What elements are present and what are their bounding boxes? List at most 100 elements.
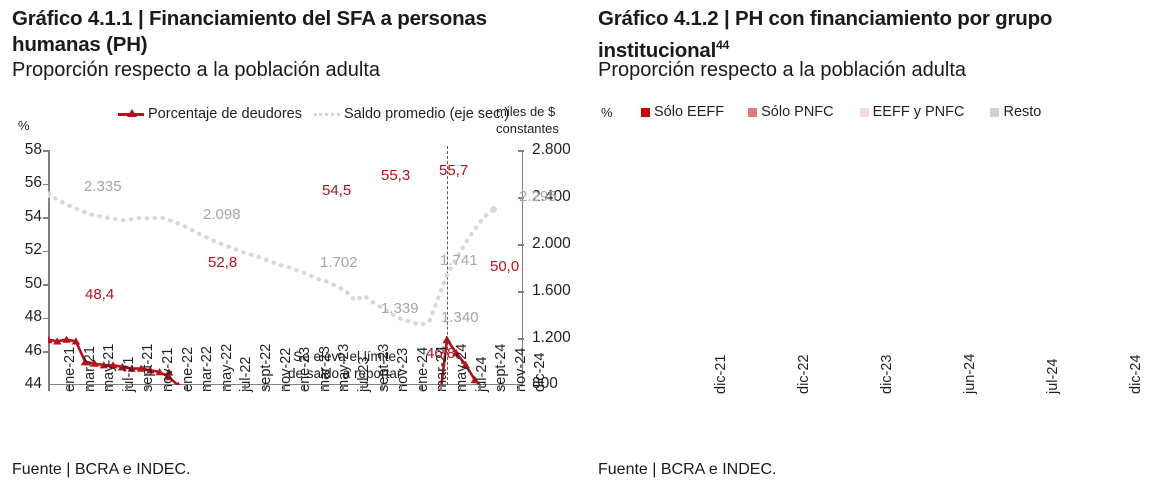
legend-label: EEFF y PNFC xyxy=(872,104,965,120)
x-tick-label: nov-24 xyxy=(512,347,529,392)
y-tick-left: 44 xyxy=(24,375,42,392)
x-tick-label: jun-24 xyxy=(962,353,978,394)
legend-item-resto: Resto xyxy=(990,104,1041,120)
y-axis-unit: % xyxy=(601,105,613,120)
legend-label: Resto xyxy=(1003,104,1042,120)
x-tick-mark xyxy=(224,385,226,391)
x-tick-mark xyxy=(126,385,128,391)
x-tick-mark xyxy=(263,385,266,391)
color-swatch-icon xyxy=(990,107,1000,117)
data-label-deudores: 46,8 xyxy=(426,345,456,362)
x-tick-mark xyxy=(302,385,305,391)
x-tick-mark xyxy=(381,385,383,391)
x-tick-mark xyxy=(518,385,520,391)
y-tick-right: 2.400 xyxy=(532,188,571,205)
series-marker-overlay xyxy=(48,335,480,385)
y-tick-left: 50 xyxy=(24,275,42,292)
x-tick-label: ene-21 xyxy=(62,346,78,392)
data-label-deudores: 50,0 xyxy=(490,258,520,275)
source-right: Fuente | BCRA e INDEC. xyxy=(598,461,777,478)
x-tick-label: mar-24 xyxy=(434,346,451,392)
dotted-line-marker-icon xyxy=(313,112,340,116)
y-tick-left: 46 xyxy=(24,342,42,359)
x-tick-mark xyxy=(342,385,344,391)
legend-item-solo-pnfc: Sólo PNFC xyxy=(748,104,834,120)
data-label-saldo: 1.702 xyxy=(320,254,358,271)
x-tick-mark xyxy=(459,385,462,391)
color-swatch-icon xyxy=(641,107,650,117)
y-axis-unit-left: % xyxy=(18,118,30,133)
series-line-saldo xyxy=(48,192,496,328)
x-tick-mark xyxy=(48,385,50,391)
x-tick-label: mar-23 xyxy=(316,346,333,392)
annotation-vline xyxy=(447,146,448,385)
x-tick-mark xyxy=(146,385,148,391)
x-tick-mark xyxy=(283,385,285,391)
data-label-deudores: 55,7 xyxy=(439,162,469,179)
plot-area-left xyxy=(43,146,524,385)
x-tick-mark xyxy=(87,385,89,391)
x-tick-label: nov-21 xyxy=(160,347,176,392)
x-tick-mark xyxy=(204,385,207,391)
data-label-deudores: 52,8 xyxy=(208,254,238,271)
color-swatch-icon xyxy=(859,107,869,117)
footnote-marker: 44 xyxy=(716,38,730,52)
x-tick-mark xyxy=(165,385,168,391)
legend-item-deudores: Porcentaje de deudores xyxy=(118,106,302,122)
annotation-note: Se eleva el límite de saldo a reportar xyxy=(288,349,402,381)
x-tick-mark xyxy=(67,385,70,391)
color-swatch-icon xyxy=(748,107,758,117)
legend-label: Sólo EEFF xyxy=(654,104,725,120)
y-tick-left: 56 xyxy=(24,174,42,191)
legend-item-saldo: Saldo promedio (eje sec.) xyxy=(313,106,509,122)
x-tick-mark xyxy=(420,385,422,391)
legend-label: Sólo PNFC xyxy=(761,104,834,120)
y-axis-left-line xyxy=(48,150,50,385)
y-axis-unit-right: miles de $ constantes xyxy=(496,104,559,136)
x-tick-label: may-24 xyxy=(454,343,470,392)
x-tick-label: dic-24 xyxy=(1128,354,1144,395)
legend-label: Porcentaje de deudores xyxy=(148,106,302,122)
source-left: Fuente | BCRA e INDEC. xyxy=(12,461,191,478)
y-tick-right: 1.200 xyxy=(532,329,571,346)
x-tick-label: jul-24 xyxy=(1045,358,1061,394)
x-tick-mark xyxy=(185,385,187,391)
x-tick-label: mar-21 xyxy=(81,346,98,392)
x-axis-line xyxy=(48,383,523,385)
x-tick-label: sept-21 xyxy=(140,343,157,392)
x-tick-mark xyxy=(479,385,481,391)
x-tick-label: ene-23 xyxy=(297,346,314,392)
legend-item-eeff-y-pnfc: EEFF y PNFC xyxy=(859,104,965,120)
x-tick-label: may-21 xyxy=(101,343,118,392)
data-label-saldo: 1.339 xyxy=(381,300,419,317)
x-tick-label: sept-22 xyxy=(258,343,274,392)
x-tick-label: sept-24 xyxy=(493,343,510,392)
y-tick-left: 58 xyxy=(24,141,42,158)
page-subtitle-left: Proporción respecto a la población adult… xyxy=(12,59,381,81)
page-subtitle-right: Proporción respecto a la población adult… xyxy=(598,59,967,81)
y-tick-right: 800 xyxy=(532,375,558,392)
x-tick-label: jul-24 xyxy=(473,356,490,392)
legend-left: Porcentaje de deudores Saldo promedio (e… xyxy=(118,106,509,122)
x-tick-label: jul-23 xyxy=(356,356,372,392)
y-tick-left: 54 xyxy=(24,208,42,225)
data-label-deudores: 48,4 xyxy=(85,286,115,303)
x-tick-label: may-22 xyxy=(218,343,235,392)
data-label-saldo: 2.098 xyxy=(203,206,241,223)
x-tick-label: jul-22 xyxy=(238,356,255,392)
data-label-saldo: 1.340 xyxy=(441,309,479,326)
chart-panel-right: Gráfico 4.1.2 | PH con financiamiento po… xyxy=(586,0,1157,489)
x-tick-label: ene-22 xyxy=(179,346,196,392)
data-label-deudores: 54,5 xyxy=(322,182,352,199)
x-tick-label: sept-23 xyxy=(375,343,392,392)
x-tick-label: dic-22 xyxy=(796,354,812,395)
data-label-saldo: 2.335 xyxy=(84,178,122,195)
x-tick-mark xyxy=(244,385,246,391)
x-tick-mark xyxy=(106,385,109,391)
data-label-deudores: 55,3 xyxy=(381,167,411,184)
x-tick-label: dic-24 xyxy=(532,352,549,393)
chart-panel-left: Gráfico 4.1.1 | Financiamiento del SFA a… xyxy=(12,7,571,478)
x-tick-mark xyxy=(440,385,442,391)
y-tick-left: 48 xyxy=(24,308,42,325)
